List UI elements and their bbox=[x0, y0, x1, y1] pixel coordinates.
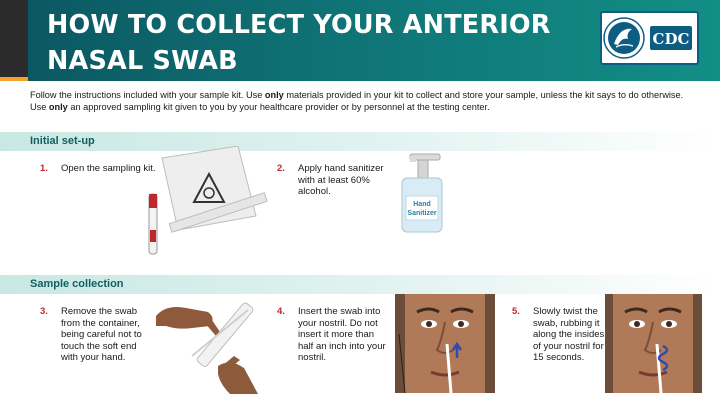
header-dark-bar bbox=[0, 0, 28, 77]
step-number: 3. bbox=[40, 306, 48, 317]
step-number: 1. bbox=[40, 163, 48, 174]
section-heading: Sample collection bbox=[30, 278, 124, 290]
intro-line-2: Use only an approved sampling kit given … bbox=[30, 101, 490, 112]
step-number: 4. bbox=[277, 306, 285, 317]
remove-swab-illustration bbox=[156, 302, 258, 394]
intro-text: Follow the instructions included with yo… bbox=[30, 90, 710, 113]
bottle-label-1: Hand bbox=[413, 201, 431, 208]
step-text: Insert the swab into your nostril. Do no… bbox=[298, 306, 386, 363]
sanitizer-bottle-illustration: Hand Sanitizer bbox=[401, 153, 443, 233]
sampling-kit-illustration bbox=[148, 146, 268, 255]
title-line-1: HOW TO COLLECT YOUR ANTERIOR NASAL SWAB bbox=[47, 10, 551, 76]
intro-line-1: Follow the instructions included with yo… bbox=[30, 90, 684, 100]
step-text: Remove the swab from the container, bein… bbox=[61, 306, 142, 363]
bottle-label-2: Sanitizer bbox=[407, 210, 436, 217]
section-initial-setup: Initial set-up bbox=[0, 132, 720, 151]
cdc-logo-text: CDC bbox=[653, 30, 690, 48]
step-number: 2. bbox=[277, 163, 285, 174]
section-heading: Initial set-up bbox=[30, 135, 95, 147]
section-sample-collection: Sample collection bbox=[0, 275, 720, 294]
twist-swab-face-illustration bbox=[605, 294, 702, 393]
cdc-logo: CDC bbox=[600, 11, 699, 65]
page-title: HOW TO COLLECT YOUR ANTERIOR NASAL SWAB … bbox=[47, 7, 607, 115]
step-text: Apply hand sanitizer with at least 60% a… bbox=[298, 163, 384, 197]
step-number: 5. bbox=[512, 306, 520, 317]
step-text: Open the sampling kit. bbox=[61, 163, 156, 174]
step-text: Slowly twist the swab, rubbing it along … bbox=[533, 306, 605, 363]
insert-swab-face-illustration bbox=[395, 294, 495, 393]
header-accent-bar bbox=[0, 77, 28, 81]
title-line-2: SAMPLE FOR COVID-19 TESTING bbox=[47, 82, 513, 112]
header-banner: HOW TO COLLECT YOUR ANTERIOR NASAL SWAB … bbox=[0, 0, 720, 112]
